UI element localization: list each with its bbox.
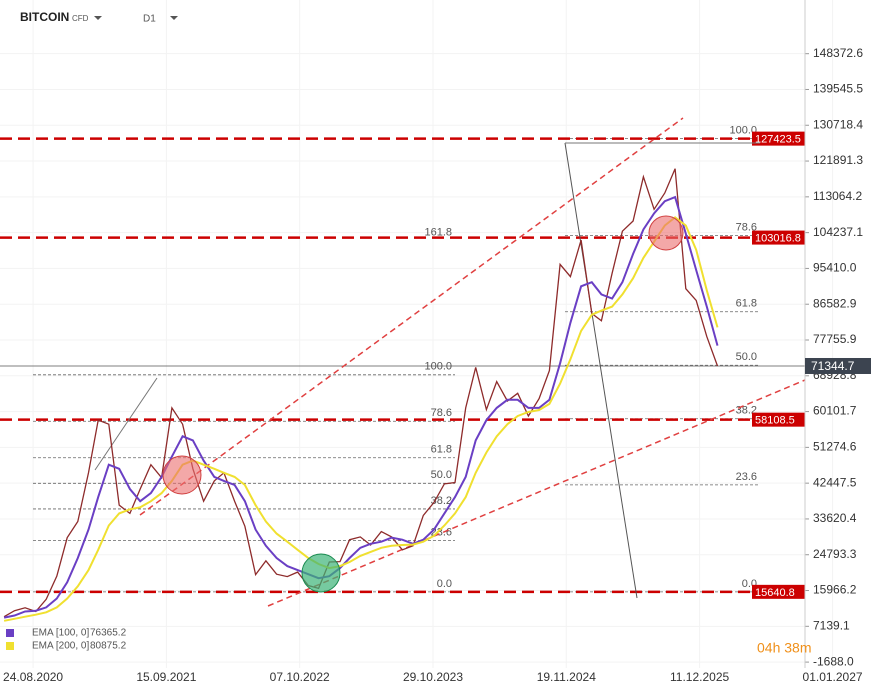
y-tick-label: 24793.3 <box>813 547 857 561</box>
dropdown-arrow[interactable] <box>94 16 102 20</box>
fib-label: 0.0 <box>437 578 452 590</box>
level-label: 15640.8 <box>755 587 795 599</box>
ema-line <box>3 195 719 619</box>
level-label-box <box>752 230 805 245</box>
fibonacci: 0.023.638.250.061.878.6100.0161.80.023.6… <box>33 125 760 593</box>
y-tick-label: 86582.9 <box>813 296 857 310</box>
title: BITCOIN <box>20 10 69 24</box>
price-line <box>3 168 719 618</box>
level-label-box <box>752 131 805 146</box>
fib-label: 100.0 <box>729 125 757 137</box>
y-tick-label: 121891.3 <box>813 153 863 167</box>
x-tick-label: 15.09.2021 <box>136 670 196 684</box>
x-tick-label: 29.10.2023 <box>403 670 463 684</box>
level-label-box <box>752 412 805 427</box>
y-tick-label: 60101.7 <box>813 404 857 418</box>
legend-value: 76365.2 <box>90 628 127 639</box>
trend-line <box>139 117 684 516</box>
y-tick-label: 148372.6 <box>813 46 863 60</box>
marker-circle <box>648 215 684 251</box>
trend-line <box>564 142 638 599</box>
y-tick-label: 15966.2 <box>813 583 857 597</box>
fib-label: 78.6 <box>736 222 757 234</box>
y-tick-label: 139545.5 <box>813 82 863 96</box>
level-label: 103016.8 <box>755 232 801 244</box>
x-tick-label: 11.12.2025 <box>670 670 729 684</box>
y-tick-label: 77755.9 <box>813 332 857 346</box>
last-price-label: 71344.7 <box>811 359 855 373</box>
subtitle: CFD <box>72 14 89 23</box>
legend-swatch <box>6 629 14 637</box>
y-tick-label: 113064.2 <box>813 189 862 203</box>
legend-label: EMA [200, 0] <box>32 641 89 652</box>
fib-label: 61.8 <box>431 444 452 456</box>
y-tick-label: 42447.5 <box>813 475 857 489</box>
ema-line <box>3 216 719 622</box>
fib-label: 78.6 <box>431 407 452 419</box>
y-tick-label: 51274.6 <box>813 440 857 454</box>
fib-label: 61.8 <box>736 298 757 310</box>
level-label-box <box>752 584 805 599</box>
y-tick-label: 7139.1 <box>813 618 850 632</box>
marker-circle <box>162 455 202 495</box>
dropdown-arrow[interactable] <box>170 16 178 20</box>
levels: 127423.5 103016.8 58108.5 15640.8 <box>0 131 805 599</box>
legend-label: EMA [100, 0] <box>32 628 89 639</box>
last-price-box <box>805 357 871 374</box>
level-label: 127423.5 <box>755 134 801 146</box>
marker-circle <box>301 553 341 593</box>
y-tick-label: -1688.0 <box>813 654 854 668</box>
fib-label: 50.0 <box>431 469 452 481</box>
x-tick-label: 07.10.2022 <box>270 670 330 684</box>
countdown: 04h 38m <box>757 640 811 656</box>
legend-swatch <box>6 642 14 650</box>
series <box>3 168 719 622</box>
fib-label: 50.0 <box>736 351 757 363</box>
legend-value: 80875.2 <box>90 641 127 652</box>
fib-label: 161.8 <box>424 227 452 239</box>
x-tick-label: 19.11.2024 <box>537 670 596 684</box>
timeframe[interactable]: D1 <box>143 14 156 25</box>
fib-label: 23.6 <box>736 471 757 483</box>
axis: 148372.6 139545.5 130718.4 121891.3 113064.2… <box>3 0 871 684</box>
y-tick-label: 95410.0 <box>813 261 857 275</box>
trend-line <box>267 379 806 607</box>
x-tick-label: 01.01.2027 <box>803 670 863 684</box>
fib-label: 100.0 <box>424 361 452 373</box>
y-tick-label: 33620.4 <box>813 511 857 525</box>
trend-line <box>94 377 158 471</box>
level-label: 58108.5 <box>755 415 795 427</box>
y-tick-label: 104237.1 <box>813 225 863 239</box>
y-tick-label: 130718.4 <box>813 117 863 131</box>
x-tick-label: 24.08.2020 <box>3 670 63 684</box>
